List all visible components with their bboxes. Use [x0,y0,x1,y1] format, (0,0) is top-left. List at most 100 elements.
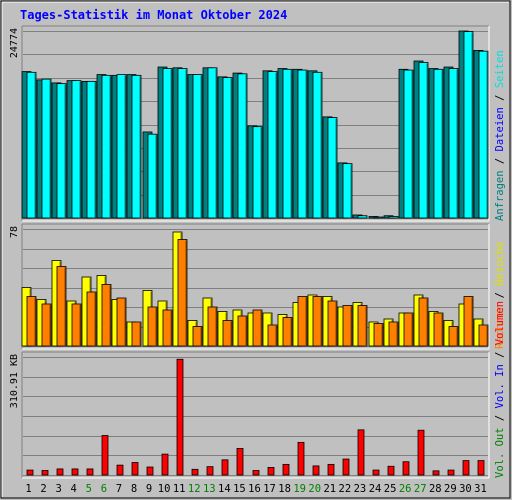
bar-volumen-day-27 [417,429,425,476]
bar-rechner-day-16 [252,309,263,347]
x-tick-label-day-31: 31 [474,483,487,495]
legend-separator: / [494,88,506,107]
bar-volumen-day-18 [282,463,290,476]
x-tick-label-day-28: 28 [429,483,442,495]
bar-volumen-day-23 [357,429,365,476]
bar-seiten-day-26 [403,69,414,219]
chart-title: Tages-Statistik im Monat Oktober 2024 [20,8,287,22]
x-tick-label-day-23: 23 [354,483,367,495]
bar-rechner-day-27 [418,297,429,347]
panel-mid-max-label: 78 [9,226,20,238]
bar-volumen-day-21 [327,463,335,476]
bar-rechner-day-17 [267,324,278,347]
panel-bot-legend: Vol. Out / Vol. In / Volumen [494,301,506,478]
bar-seiten-day-4 [71,80,82,219]
bar-rechner-day-28 [433,312,444,347]
bar-seiten-day-3 [56,83,67,219]
bar-volumen-day-25 [387,465,395,476]
x-tick-label-day-13: 13 [203,483,216,495]
panel-bot-max-label: 310.91 KB [9,354,20,408]
panels: 24774 Anfragen / Dateien / Seiten 78 Rechne… [9,25,506,479]
bar-volumen-day-2 [41,470,49,476]
legend-item-besuche: Besuche [494,242,506,286]
bar-rechner-day-4 [71,303,82,347]
bar-rechner-day-2 [41,303,52,347]
x-tick-label-day-4: 4 [71,483,77,495]
bar-rechner-day-11 [177,239,188,347]
bar-rechner-day-31 [478,324,489,347]
x-tick-label-day-20: 20 [308,483,321,495]
bar-seiten-day-1 [26,71,37,219]
bar-rechner-day-6 [101,284,112,347]
bar-rechner-day-10 [162,309,173,347]
panel-top: 24774 Anfragen / Dateien / Seiten [9,25,506,222]
bar-seiten-day-28 [433,68,444,219]
bar-volumen-day-15 [236,448,244,476]
x-tick-label-day-6: 6 [101,483,107,495]
bar-seiten-day-2 [41,78,52,219]
bar-volumen-day-22 [342,458,350,476]
x-tick-label-day-5: 5 [86,483,92,495]
legend-item-anfragen: Anfragen [494,170,506,221]
bar-rechner-day-15 [237,315,248,347]
x-tick-label-day-8: 8 [131,483,137,495]
x-tick-label-day-29: 29 [444,483,457,495]
bar-rechner-day-7 [116,297,127,347]
legend-separator: / [494,345,506,364]
bar-rechner-day-12 [192,326,203,347]
x-tick-label-day-26: 26 [399,483,412,495]
panel-bot-area [22,352,489,478]
legend-item-vol-out: Vol. Out [494,427,506,478]
bar-rechner-day-14 [222,320,233,347]
bar-seiten-day-12 [192,74,203,219]
bar-seiten-day-19 [297,69,308,219]
bar-rechner-day-24 [373,323,384,347]
bar-volumen-day-8 [131,462,139,476]
legend-item-vol-in: Vol. In [494,364,506,408]
x-axis-labels: 1 2 3 4 5 6 7 8 9 10 11 12 13 14 15 16 17 18 19 20 21 22 23 24 2… [25,483,486,495]
bar-seiten-day-31 [478,50,489,219]
bar-seiten-day-23 [357,215,368,219]
bar-seiten-day-25 [388,216,399,219]
bar-volumen-day-7 [116,464,124,476]
legend-item-volumen: Volumen [494,301,506,345]
bar-seiten-day-30 [463,31,474,219]
x-tick-label-day-14: 14 [218,483,231,495]
x-tick-label-day-2: 2 [40,483,46,495]
legend-item-rechner: Rechner [494,305,506,349]
bar-volumen-day-13 [206,466,214,476]
x-tick-label-day-19: 19 [293,483,306,495]
bar-rechner-day-26 [403,312,414,347]
bar-rechner-day-3 [56,266,67,347]
bar-volumen-day-1 [26,469,34,476]
x-tick-label-day-27: 27 [414,483,427,495]
x-tick-label-day-25: 25 [384,483,397,495]
x-tick-label-day-1: 1 [25,483,31,495]
legend-separator: / [494,286,506,305]
bar-rechner-day-29 [448,326,459,347]
legend-item-dateien: Dateien [494,107,506,151]
x-tick-label-day-10: 10 [158,483,171,495]
bar-volumen-day-12 [191,468,199,476]
bar-rechner-day-13 [207,306,218,347]
bar-volumen-day-9 [146,466,154,476]
x-tick-label-day-18: 18 [278,483,291,495]
x-tick-label-day-9: 9 [146,483,152,495]
x-tick-label-day-12: 12 [188,483,201,495]
bar-seiten-day-10 [162,68,173,219]
legend-item-seiten: Seiten [494,50,506,88]
bar-volumen-day-28 [432,470,440,476]
panel-mid-legend: Rechner / Besuche [494,242,506,350]
bar-seiten-day-9 [147,133,158,219]
x-tick-label-day-11: 11 [173,483,186,495]
bar-volumen-day-10 [161,453,169,476]
bar-seiten-day-5 [86,80,97,219]
x-tick-label-day-21: 21 [323,483,336,495]
x-tick-label-day-3: 3 [55,483,61,495]
bar-seiten-day-7 [116,74,127,219]
bar-volumen-day-5 [86,468,94,476]
bar-seiten-day-22 [342,163,353,219]
bar-volumen-day-30 [462,460,470,476]
x-tick-label-day-15: 15 [233,483,246,495]
